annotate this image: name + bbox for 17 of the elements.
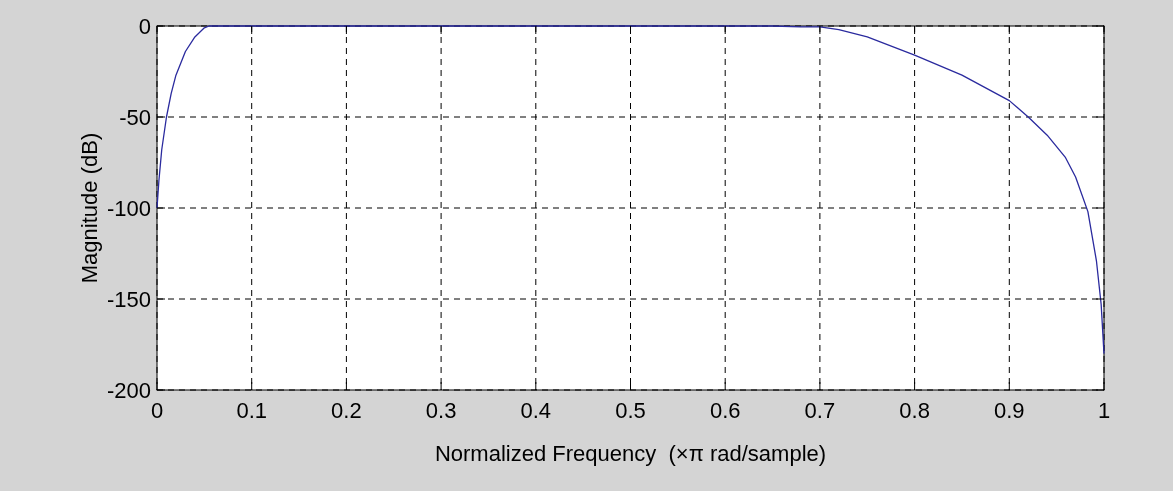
x-tick-label: 0.3 [425, 398, 457, 423]
y-tick-label: 0 [138, 14, 151, 39]
y-tick-label: -50 [119, 105, 151, 130]
x-tick-label: 0.2 [331, 398, 362, 423]
x-tick-label: 0.9 [994, 398, 1025, 423]
x-axis-title: Normalized Frequency (×π rad/sample) [434, 441, 827, 466]
x-tick-label: 0.7 [804, 398, 836, 423]
y-tick-label: -200 [106, 378, 151, 403]
x-tick-label: 0.5 [615, 398, 646, 423]
y-axis-title: Magnitude (dB) [77, 132, 102, 284]
x-tick-label: 0.6 [709, 398, 741, 423]
x-tick-label: 0.4 [520, 398, 552, 423]
x-tick-label: 0.1 [236, 398, 267, 423]
x-tick-label: 0.8 [899, 398, 930, 423]
y-tick-label: -150 [106, 287, 151, 312]
x-tick-label: 1 [1097, 398, 1111, 423]
y-tick-label: -100 [106, 196, 151, 221]
